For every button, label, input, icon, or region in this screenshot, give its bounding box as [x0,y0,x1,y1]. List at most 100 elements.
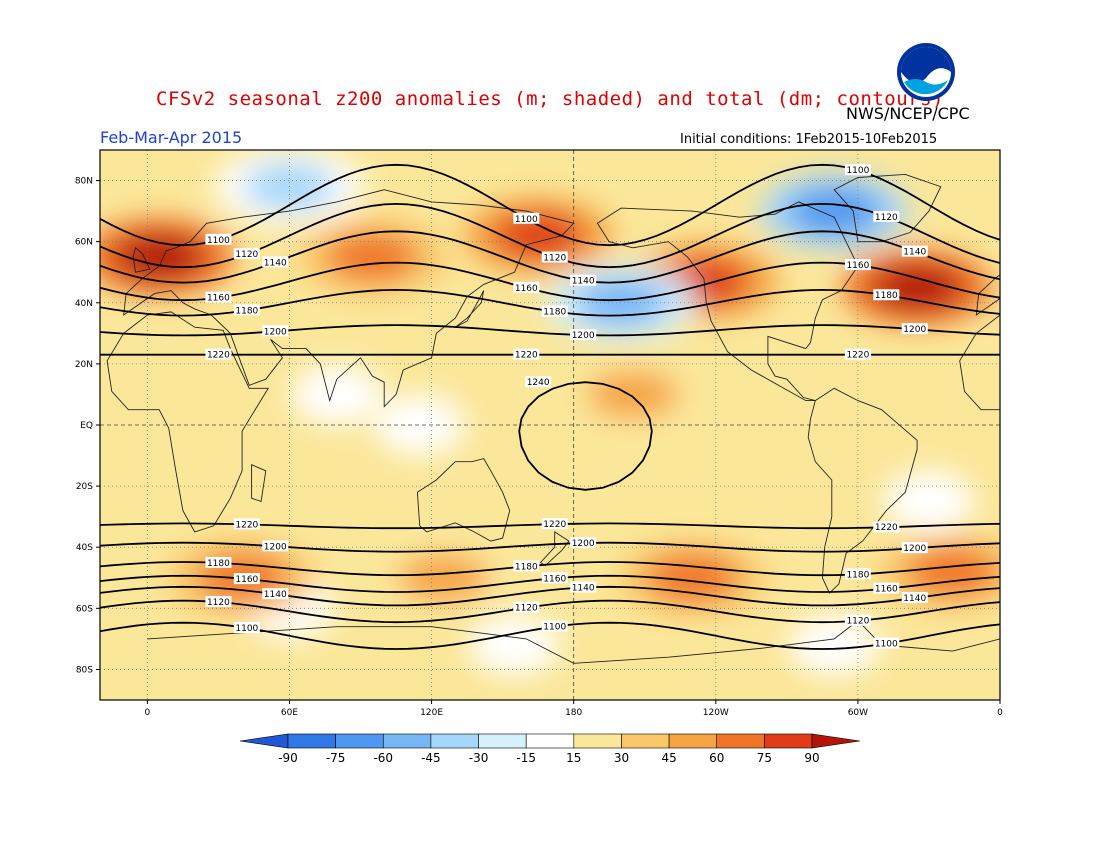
contour-label: 1180 [873,289,900,301]
lat-tick-label: 60S [76,604,93,614]
colorbar-swatch [335,733,384,749]
contour-label: 1200 [262,325,289,337]
contour-label-text: 1220 [846,351,869,361]
contour-label-text: 1120 [846,617,869,627]
contour-label: 1160 [844,259,871,271]
noaa-logo-icon [897,43,955,101]
contour-label-text: 1200 [264,542,287,552]
contour-label-text: 1220 [515,351,538,361]
contour-label-text: 1220 [875,523,898,533]
contour-line [100,324,1000,337]
contour-label: 1160 [873,582,900,595]
contour-label: 1160 [233,573,260,585]
contour-label: 1180 [513,560,540,572]
colorbar-swatch [382,733,432,749]
contour-label-text: 1180 [207,559,230,569]
lat-tick-label: EQ [80,421,93,431]
colorbar-swatch [430,733,479,749]
coastline-greenland [833,173,942,243]
colorbar-tick-label: 75 [757,751,772,765]
lon-tick-label: 120W [703,708,729,718]
coastline-australia [416,458,511,542]
contour-label: 1140 [262,256,289,268]
contour-label: 1120 [513,601,540,614]
coastline-madagascar [251,464,267,502]
contour-label: 1180 [844,568,871,580]
contour-label-text: 1220 [207,351,230,361]
contour-label: 1220 [513,348,540,361]
lon-tick-label: 0 [997,708,1003,718]
colorbar-tick-label: -30 [469,751,489,765]
contour-label-text: 1200 [264,327,287,337]
colorbar-swatch [573,733,622,749]
contour-label-text: 1160 [846,261,869,271]
contour-label-text: 1100 [846,166,869,176]
contour-label-text: 1160 [875,585,898,595]
contour-label-text: 1120 [875,213,898,223]
lat-tick-label: 20N [75,360,93,370]
lon-tick-label: 60W [848,708,868,718]
coastline-eurasia [123,189,575,408]
colorbar-high-arrow [811,733,861,749]
contour-label-text: 1200 [572,539,595,549]
coastline-japan [455,290,485,328]
colorbar-tick-label: 30 [614,751,629,765]
anomaly-blob [617,539,768,616]
anomaly-blob [368,539,519,616]
contour-label-text: 1180 [875,291,898,301]
contour-label-text: 1180 [515,562,538,572]
contour-label-text: 1220 [235,520,258,530]
contour-label-text: 1100 [515,215,538,225]
contour-label-text: 1160 [235,575,258,585]
neutral-region [291,364,382,425]
colorbar-swatch [621,733,670,749]
contour-label-text: 1140 [264,258,287,268]
contour-label: 1220 [844,348,871,361]
contour-label: 1180 [233,304,260,316]
colorbar-swatch [478,733,527,749]
contour-label: 1200 [570,329,597,341]
contour-label-text: 1160 [207,294,230,304]
anomaly-blob [297,218,448,295]
contour-label-text: 1160 [543,574,566,584]
contour-label-text: 1180 [543,308,566,318]
anomaly-blob [759,173,910,250]
lat-tick-label: 40N [75,299,93,309]
contour-label-text: 1100 [235,624,258,634]
contour-label-text: 1140 [264,590,287,600]
neutral-region [789,615,880,675]
colorbar-low-arrow [239,733,289,749]
contour-label: 1100 [541,620,568,633]
contour-label: 1120 [873,210,900,223]
contour-label: 1140 [901,592,928,604]
contour-label: 1180 [541,305,568,318]
contour-label: 1140 [570,274,597,287]
contour-label: 1200 [901,542,928,554]
coastline-south-america [807,387,918,594]
contour-label: 1160 [205,291,232,304]
colorbar-tick-label: -45 [421,751,441,765]
colorbar-swatch [764,733,813,749]
colorbar-tick-label: 90 [804,751,819,765]
forecast-period: Feb-Mar-Apr 2015 [100,128,243,147]
contour-label-text: 1200 [572,331,595,341]
anomaly-blob [463,197,614,274]
contour-line [100,541,1000,553]
contour-label-text: 1100 [543,623,566,633]
contour-label: 1100 [844,164,871,176]
contour-line [100,585,1000,607]
lat-tick-label: 20S [76,482,93,492]
lat-tick-label: 60N [75,238,93,248]
colorbar-tick-label: -60 [373,751,393,765]
contour-label: 1220 [233,518,260,530]
contour-label-text: 1200 [903,544,926,554]
chart-title: CFSv2 seasonal z200 anomalies (m; shaded… [156,88,944,110]
contour-label: 1220 [205,348,232,361]
contour-label-text: 1220 [543,520,566,530]
contour-label-text: 1140 [572,584,595,594]
contour-label: 1100 [205,233,232,246]
contour-label: 1160 [513,281,540,294]
contour-label: 1160 [541,572,568,584]
contour-label-text: 1100 [207,236,230,246]
